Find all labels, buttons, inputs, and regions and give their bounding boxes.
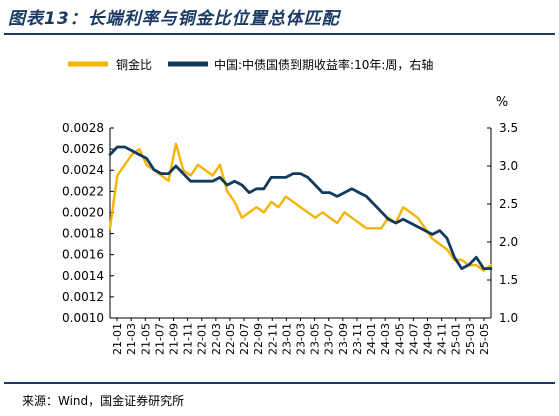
x-tick-label: 24-09 bbox=[422, 323, 435, 355]
x-tick-label: 23-03 bbox=[295, 323, 308, 355]
x-tick-label: 25-03 bbox=[464, 323, 477, 355]
x-tick-label: 21-09 bbox=[168, 323, 181, 355]
left-tick-label: 0.0012 bbox=[62, 290, 104, 304]
axes: 0.0010 0.0012 0.0014 0.0016 0.0018 0.0020 0.00… bbox=[62, 121, 518, 355]
x-tick-label: 23-07 bbox=[323, 323, 336, 355]
left-tick-label: 0.0026 bbox=[62, 142, 104, 156]
x-tick-label: 21-01 bbox=[111, 323, 124, 355]
x-tick-label: 23-05 bbox=[309, 323, 322, 355]
right-tick-label: 3.5 bbox=[499, 121, 518, 135]
left-tick-label: 0.0020 bbox=[62, 205, 104, 219]
x-tick-label: 24-01 bbox=[365, 323, 378, 355]
x-tick-label: 24-03 bbox=[379, 323, 392, 355]
x-tick-label: 21-11 bbox=[182, 323, 195, 355]
left-tick-label: 0.0022 bbox=[62, 184, 104, 198]
x-tick-label: 24-05 bbox=[393, 323, 406, 355]
series-line-copper-gold bbox=[108, 142, 493, 272]
x-tick-label: 21-05 bbox=[139, 323, 152, 355]
left-tick-label: 0.0018 bbox=[62, 227, 104, 241]
x-tick-label: 23-11 bbox=[351, 323, 364, 355]
x-tick-label: 23-09 bbox=[337, 323, 350, 355]
right-tick-label: 2.5 bbox=[499, 197, 518, 211]
chart-canvas: 铜金比 中国:中债国债到期收益率:10年:周，右轴 % 0.0010 0.0012… bbox=[62, 57, 518, 355]
series-line-cgb10y bbox=[108, 145, 493, 271]
x-tick-label: 22-05 bbox=[224, 323, 237, 355]
legend-label-cgb10y: 中国:中债国债到期收益率:10年:周，右轴 bbox=[214, 57, 433, 72]
x-tick-label: 22-11 bbox=[266, 323, 279, 355]
x-tick-label: 24-07 bbox=[407, 323, 420, 355]
x-tick-label: 22-01 bbox=[196, 323, 209, 355]
plot-area bbox=[108, 142, 493, 272]
x-tick-label: 24-11 bbox=[436, 323, 449, 355]
title-rule bbox=[4, 33, 555, 35]
x-tick-label: 25-01 bbox=[450, 323, 463, 355]
x-tick-label: 22-03 bbox=[210, 323, 223, 355]
left-tick-label: 0.0010 bbox=[62, 311, 104, 325]
x-tick-label: 25-05 bbox=[478, 323, 491, 355]
right-tick-label: 1.5 bbox=[499, 273, 518, 287]
right-tick-label: 1.0 bbox=[499, 311, 518, 325]
left-tick-label: 0.0016 bbox=[62, 248, 104, 262]
legend-label-copper-gold: 铜金比 bbox=[116, 57, 152, 72]
x-tick-label: 22-09 bbox=[252, 323, 265, 355]
left-tick-label: 0.0024 bbox=[62, 163, 104, 177]
legend: 铜金比 中国:中债国债到期收益率:10年:周，右轴 bbox=[68, 57, 433, 72]
x-tick-label: 21-07 bbox=[153, 323, 166, 355]
bottom-rule bbox=[4, 382, 555, 384]
figure-title: 图表13：长端利率与铜金比位置总体匹配 bbox=[8, 9, 340, 29]
left-tick-label: 0.0028 bbox=[62, 121, 104, 135]
right-tick-label: 3.0 bbox=[499, 159, 518, 173]
x-tick-label: 23-01 bbox=[280, 323, 293, 355]
right-tick-label: 2.0 bbox=[499, 235, 518, 249]
x-tick-label: 22-07 bbox=[238, 323, 251, 355]
right-axis-unit: % bbox=[496, 95, 508, 110]
x-tick-label: 21-03 bbox=[125, 323, 138, 355]
source-note: 来源：Wind，国金证券研究所 bbox=[22, 394, 185, 408]
left-tick-label: 0.0014 bbox=[62, 269, 104, 283]
